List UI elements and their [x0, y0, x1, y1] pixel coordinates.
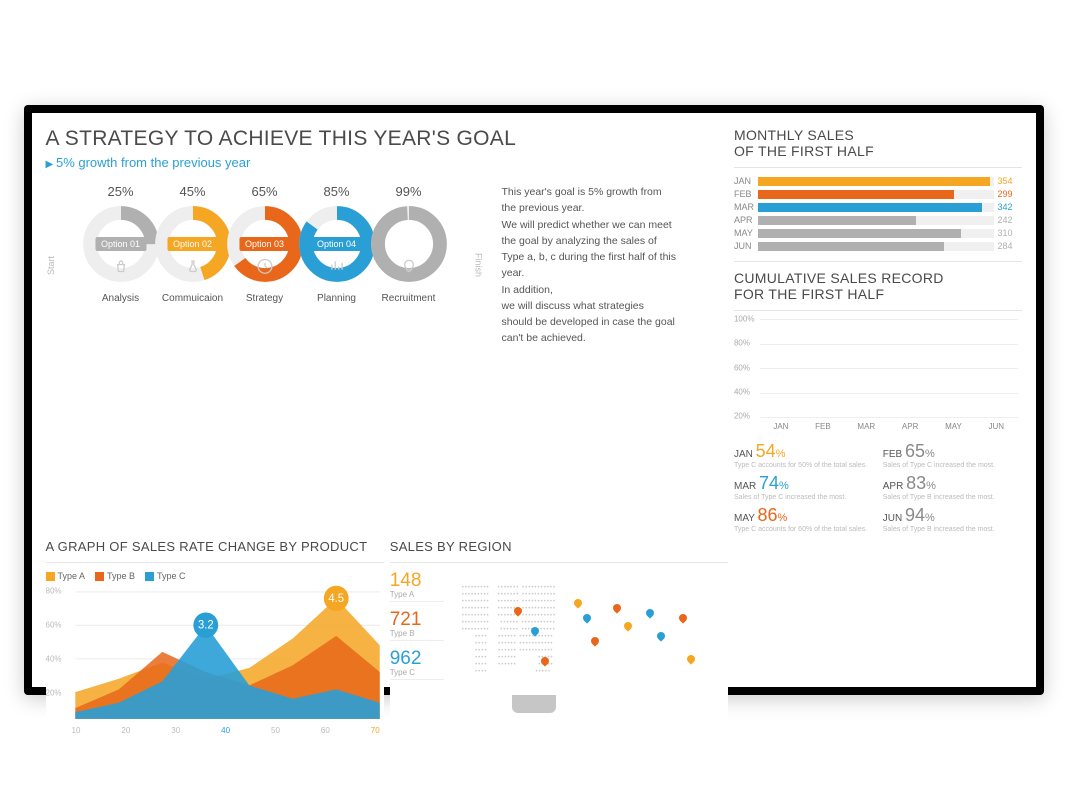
monitor-frame: A STRATEGY TO ACHIEVE THIS YEAR'S GOAL 5… — [24, 105, 1044, 695]
area-legend: Type A Type B Type C — [46, 571, 384, 581]
month-value: 342 — [998, 202, 1022, 212]
map-pin — [655, 630, 666, 641]
map-pin — [685, 653, 696, 664]
month-label: JAN — [734, 176, 758, 186]
month-label: APR — [734, 215, 758, 225]
donut-row: 25% Option 01 Analysis 45% — [76, 184, 454, 347]
region-value: 962 Type C — [390, 649, 444, 680]
donut-pct: 45% — [179, 184, 205, 199]
month-label: JUN — [734, 241, 758, 251]
option-label: Option 04 — [311, 237, 362, 251]
map-pin — [512, 605, 523, 616]
month-label: MAR — [734, 202, 758, 212]
month-value: 284 — [998, 241, 1022, 251]
dashboard-screen: A STRATEGY TO ACHIEVE THIS YEAR'S GOAL 5… — [32, 113, 1036, 687]
svg-text:3.2: 3.2 — [197, 620, 213, 632]
donut-category: Analysis — [102, 293, 139, 304]
monthly-row: FEB 299 — [734, 189, 1022, 199]
finish-label: Finish — [474, 253, 484, 277]
month-label: FEB — [734, 189, 758, 199]
map-pin — [573, 597, 584, 608]
legend-item: Type A — [46, 571, 86, 581]
option-label: Option 02 — [167, 237, 218, 251]
cum-stat: APR 83% Sales of Type B increased the mo… — [883, 473, 1022, 501]
donut-category: Strategy — [246, 293, 283, 304]
cum-stat: FEB 65% Sales of Type C increased the mo… — [883, 441, 1022, 469]
cumulative-chart: 100%80%60%40%20% JANFEBMARAPRMAYJUN — [734, 319, 1022, 431]
monthly-row: MAR 342 — [734, 202, 1022, 212]
donut-category: Recruitment — [382, 293, 436, 304]
area-chart-panel: A GRAPH OF SALES RATE CHANGE BY PRODUCT … — [46, 539, 384, 735]
donut-category: Commuicaion — [162, 293, 223, 304]
svg-text:4.5: 4.5 — [328, 593, 344, 605]
donut-pct: 85% — [323, 184, 349, 199]
map-pin — [677, 613, 688, 624]
region-value: 148 Type A — [390, 571, 444, 602]
region-numbers: 148 Type A 721 Type B 962 Type C — [390, 571, 444, 697]
region-panel: SALES BY REGION 148 Type A 721 Type B 96… — [390, 539, 728, 735]
strategy-title: A STRATEGY TO ACHIEVE THIS YEAR'S GOAL — [46, 127, 728, 151]
monthly-row: JAN 354 — [734, 176, 1022, 186]
month-value: 299 — [998, 189, 1022, 199]
monthly-row: APR 242 — [734, 215, 1022, 225]
month-label: MAY — [734, 228, 758, 238]
region-title: SALES BY REGION — [390, 539, 728, 554]
donut-4: 99% Recruitment — [364, 184, 454, 304]
map-pin — [581, 613, 592, 624]
cum-stat: JUN 94% Sales of Type B increased the mo… — [883, 505, 1022, 533]
region-value: 721 Type B — [390, 610, 444, 641]
map-pin — [644, 608, 655, 619]
month-value: 354 — [998, 176, 1022, 186]
map-pin — [611, 602, 622, 613]
start-label: Start — [46, 256, 56, 275]
cumulative-stats: JAN 54% Type C accounts for 50% of the t… — [734, 441, 1022, 533]
strategy-description: This year's goal is 5% growth from the p… — [502, 184, 677, 347]
area-title: A GRAPH OF SALES RATE CHANGE BY PRODUCT — [46, 539, 384, 554]
map-pin — [529, 625, 540, 636]
cumulative-panel: CUMULATIVE SALES RECORDFOR THE FIRST HAL… — [734, 270, 1022, 533]
monthly-bars: JAN 354 FEB 299 MAR 342 APR 242 MAY 310 … — [734, 176, 1022, 251]
strategy-panel: A STRATEGY TO ACHIEVE THIS YEAR'S GOAL 5… — [46, 127, 728, 533]
monthly-title: MONTHLY SALESOF THE FIRST HALF — [734, 127, 1022, 159]
legend-item: Type C — [145, 571, 186, 581]
cumulative-title: CUMULATIVE SALES RECORDFOR THE FIRST HAL… — [734, 270, 1022, 302]
map-pin — [622, 620, 633, 631]
option-label: Option 03 — [239, 237, 290, 251]
map-pin — [540, 655, 551, 666]
monthly-row: JUN 284 — [734, 241, 1022, 251]
donut-pct: 25% — [107, 184, 133, 199]
donut-pct: 65% — [251, 184, 277, 199]
option-label: Option 01 — [95, 237, 146, 251]
cum-stat: JAN 54% Type C accounts for 50% of the t… — [734, 441, 873, 469]
monthly-sales-panel: MONTHLY SALESOF THE FIRST HALF JAN 354 F… — [734, 127, 1022, 533]
cum-stat: MAR 74% Sales of Type C increased the mo… — [734, 473, 873, 501]
map-pin — [589, 635, 600, 646]
monthly-row: MAY 310 — [734, 228, 1022, 238]
area-chart: 3.2 4.5 80%60%40%20% 10203040506070 — [46, 585, 384, 735]
strategy-subtitle: 5% growth from the previous year — [46, 155, 728, 170]
donut-category: Planning — [317, 293, 356, 304]
month-value: 242 — [998, 215, 1022, 225]
donut-pct: 99% — [395, 184, 421, 199]
legend-item: Type B — [95, 571, 135, 581]
month-value: 310 — [998, 228, 1022, 238]
cum-stat: MAY 86% Type C accounts for 60% of the t… — [734, 505, 873, 533]
world-map: ••••••••• ••••••• ••••••••••• ••••••••• … — [454, 571, 728, 697]
